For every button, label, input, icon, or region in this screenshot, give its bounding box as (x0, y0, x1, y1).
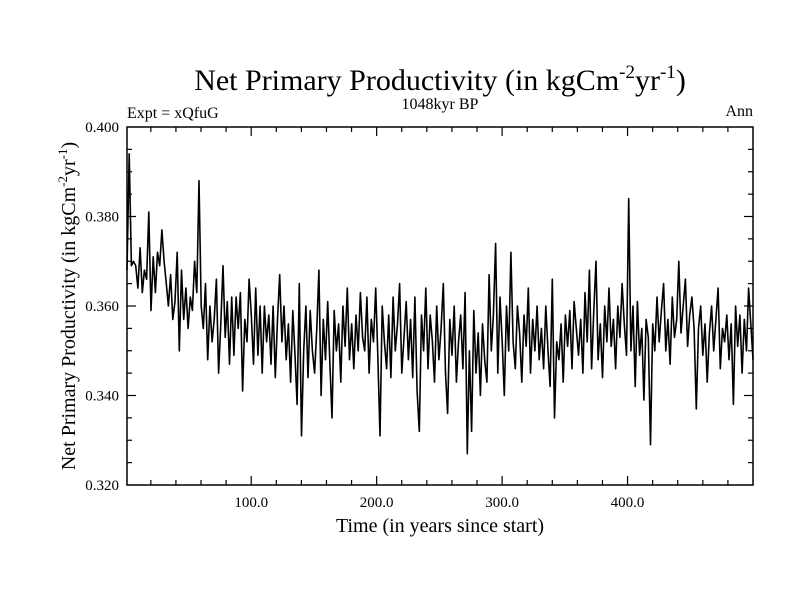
season-label: Ann (725, 103, 753, 120)
y-tick-label: 0.320 (85, 478, 119, 494)
y-tick-label: 0.340 (85, 389, 119, 405)
y-axis-label: Net Primary Productivity (in kgCm-2yr-1) (55, 142, 80, 470)
series-line-npp (126, 153, 754, 455)
x-tick-label: 100.0 (234, 495, 268, 511)
y-tick-label: 0.380 (85, 210, 119, 226)
x-axis: 100.0 200.0 300.0 400.0 (150, 127, 729, 511)
experiment-label: Expt = xQfuG (127, 105, 219, 122)
y-tick-label: 0.360 (85, 299, 119, 315)
x-tick-label: 300.0 (485, 495, 519, 511)
y-tick-label: 0.400 (85, 120, 119, 136)
y-axis: 0.320 0.340 0.360 0.380 0.400 (85, 120, 753, 494)
x-axis-label: Time (in years since start) (336, 515, 544, 537)
period-label: 1048kyr BP (402, 96, 479, 113)
x-tick-label: 400.0 (611, 495, 645, 511)
x-tick-label: 200.0 (360, 495, 394, 511)
chart-title: Net Primary Productivity (in kgCm-2yr-1) (194, 62, 686, 97)
